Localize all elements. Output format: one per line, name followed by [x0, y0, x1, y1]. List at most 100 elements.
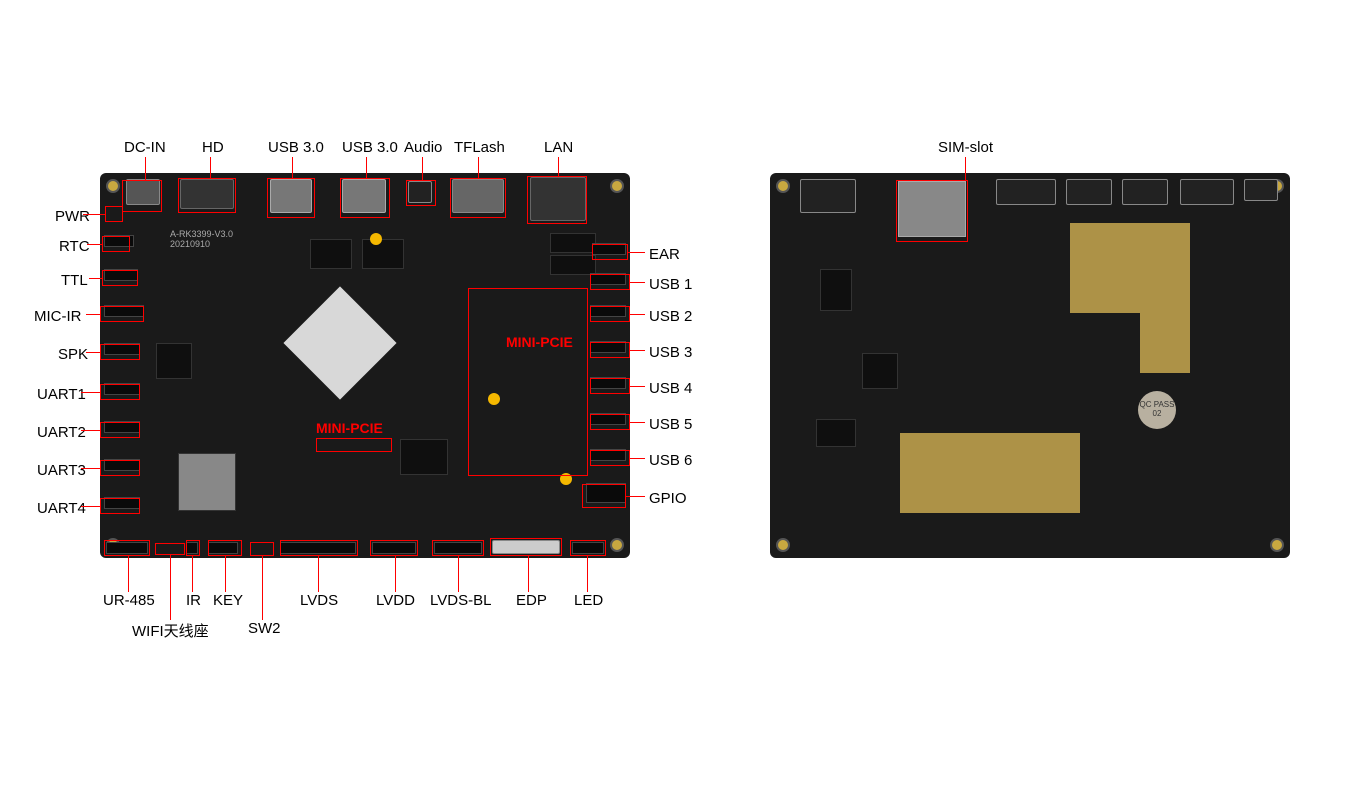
port-shadow: [1180, 179, 1234, 205]
pcie-callout: [316, 438, 392, 452]
leader-line: [422, 157, 423, 180]
gold-pad: [900, 433, 1080, 513]
leader-line: [630, 282, 645, 283]
callout-box: [104, 540, 150, 556]
ic-chip: [550, 233, 596, 253]
leader-line: [262, 556, 263, 620]
pcie-callout: [468, 288, 588, 476]
port-label: UART2: [37, 424, 86, 441]
port-label: SW2: [248, 620, 281, 637]
leader-line: [86, 352, 100, 353]
leader-line: [318, 556, 319, 592]
mounting-hole: [1270, 538, 1284, 552]
callout-box: [100, 306, 144, 322]
silkscreen-date: 20210910: [170, 239, 210, 249]
leader-line: [145, 157, 146, 180]
callout-box: [178, 178, 236, 213]
callout-box: [155, 543, 185, 555]
port-label: USB 6: [649, 452, 692, 469]
callout-box: [100, 460, 140, 476]
leader-line: [292, 157, 293, 178]
ic-chip: [156, 343, 192, 379]
callout-box: [590, 378, 630, 394]
callout-box: [250, 542, 274, 556]
ic-chip: [820, 269, 852, 311]
leader-line: [458, 556, 459, 592]
port-shadow: [1244, 179, 1278, 201]
callout-box: [592, 244, 628, 260]
port-label: LED: [574, 592, 603, 609]
leader-line: [587, 556, 588, 592]
port-label: KEY: [213, 592, 243, 609]
leader-line: [86, 314, 100, 315]
port-label: WIFI天线座: [132, 620, 209, 641]
port-label: GPIO: [649, 490, 687, 507]
port-shadow: [800, 179, 856, 213]
leader-line: [630, 350, 645, 351]
callout-box: [100, 384, 140, 400]
port-shadow: [996, 179, 1056, 205]
callout-box: [590, 342, 630, 358]
leader-line: [630, 314, 645, 315]
silkscreen-model: A-RK3399-V3.0: [170, 229, 233, 239]
leader-line: [628, 252, 645, 253]
leader-line: [81, 392, 100, 393]
callout-box: [267, 178, 315, 218]
leader-line: [965, 157, 966, 180]
callout-box: [102, 270, 138, 286]
port-label: DC-IN: [124, 139, 166, 156]
port-label: SPK: [58, 346, 88, 363]
leader-line: [630, 422, 645, 423]
port-label: MIC-IR: [34, 308, 82, 325]
leader-line: [366, 157, 367, 178]
gold-pad: [1070, 223, 1190, 313]
leader-line: [192, 556, 193, 592]
leader-line: [630, 458, 645, 459]
leader-line: [89, 278, 102, 279]
callout-box: [896, 180, 968, 242]
port-label: SIM-slot: [938, 139, 993, 156]
callout-box: [208, 540, 242, 556]
leader-line: [170, 555, 171, 620]
port-label: USB 3.0: [342, 139, 398, 156]
emmc-chip: [400, 439, 448, 475]
callout-box: [490, 538, 562, 556]
port-label: UR-485: [103, 592, 155, 609]
port-label: IR: [186, 592, 201, 609]
port-label: UART1: [37, 386, 86, 403]
port-label: EAR: [649, 246, 680, 263]
callout-box: [340, 178, 390, 218]
port-label: PWR: [55, 208, 90, 225]
port-label: USB 5: [649, 416, 692, 433]
leader-line: [558, 157, 559, 176]
port-shadow: [1066, 179, 1112, 205]
pcie-label: MINI-PCIE: [506, 334, 573, 350]
leader-line: [626, 496, 645, 497]
port-label: RTC: [59, 238, 90, 255]
callout-box: [590, 414, 630, 430]
leader-line: [81, 430, 100, 431]
callout-box: [450, 178, 506, 218]
port-label: Audio: [404, 139, 442, 156]
callout-box: [102, 236, 130, 252]
callout-box: [105, 206, 123, 222]
gold-pad: [1140, 313, 1190, 373]
ic-chip: [862, 353, 898, 389]
pcie-label: MINI-PCIE: [316, 420, 383, 436]
callout-box: [100, 498, 140, 514]
leader-line: [528, 556, 529, 592]
ic-chip: [550, 255, 596, 275]
leader-line: [83, 214, 105, 215]
leader-line: [128, 556, 129, 592]
qc-badge: QC PASS 02: [1138, 391, 1176, 429]
port-label: EDP: [516, 592, 547, 609]
callout-box: [370, 540, 418, 556]
callout-box: [590, 274, 630, 290]
standoff: [370, 233, 382, 245]
port-label: LVDD: [376, 592, 415, 609]
port-label: LVDS-BL: [430, 592, 491, 609]
port-label: USB 1: [649, 276, 692, 293]
leader-line: [395, 556, 396, 592]
leader-line: [630, 386, 645, 387]
callout-box: [100, 422, 140, 438]
